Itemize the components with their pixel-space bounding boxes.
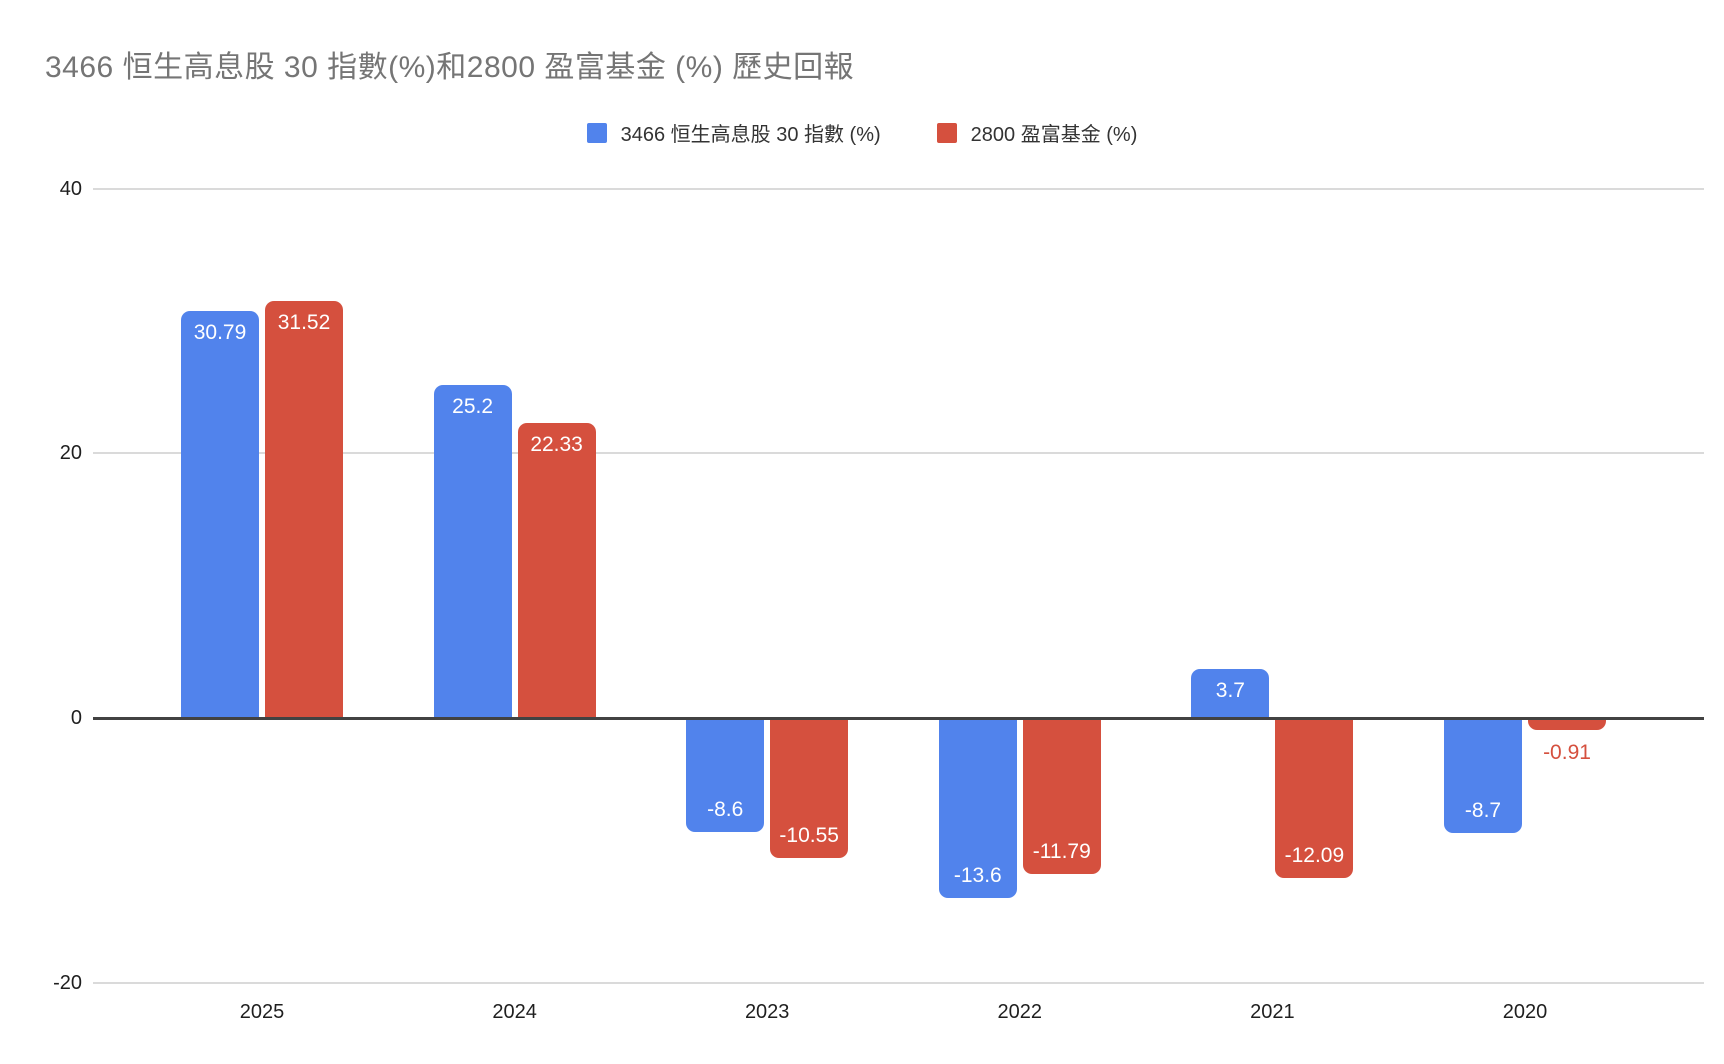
x-axis-label-2021: 2021: [1250, 1001, 1295, 1023]
x-axis-label-2023: 2023: [744, 1001, 790, 1023]
legend-swatch-red: [936, 122, 957, 143]
y-tick-label-0: 0: [70, 707, 82, 729]
gridline-40: [93, 187, 1704, 190]
bar-value-label-2021-series-1: 3.7: [1215, 679, 1245, 703]
legend-label-series-1: 3466 恒生高息股 30 指數 (%): [620, 124, 881, 146]
y-tick-label-20: 20: [59, 442, 82, 465]
bar-value-label-2024-series-2: 22.33: [530, 432, 583, 456]
bar-2022-series-1: [938, 718, 1017, 898]
bar-2020-series-2: [1528, 718, 1606, 731]
x-axis-label-2025: 2025: [239, 1001, 285, 1023]
bar-value-label-2020-series-1: -8.7: [1464, 799, 1502, 823]
legend-label-series-2: 2800 盈富基金 (%): [970, 124, 1138, 146]
gridline--20: [93, 981, 1704, 984]
bar-value-label-2025-series-1: 30.79: [193, 320, 247, 344]
bar-value-label-2021-series-2: -12.09: [1284, 843, 1345, 867]
gridline-20: [93, 452, 1704, 455]
bar-2020-series-1: [1444, 718, 1522, 834]
x-axis-label-2022: 2022: [997, 1001, 1043, 1023]
bar-value-label-2025-series-2: 31.52: [277, 310, 331, 334]
bar-2024-series-1: [433, 384, 512, 718]
bar-value-label-2023-series-2: -10.55: [779, 823, 839, 847]
legend-item-series-2: 2800 盈富基金 (%): [936, 118, 1138, 147]
bar-2025-series-1: [181, 310, 259, 718]
legend: 3466 恒生高息股 30 指數 (%) 2800 盈富基金 (%): [0, 118, 1724, 147]
zero-axis-line: [93, 716, 1704, 720]
bar-value-label-2023-series-1: -8.6: [707, 797, 744, 821]
bar-value-label-2024-series-1: 25.2: [452, 394, 494, 418]
bar-value-label-2022-series-2: -11.79: [1032, 840, 1091, 864]
legend-swatch-blue: [586, 122, 607, 143]
bar-2025-series-2: [265, 300, 343, 718]
y-tick-label--20: -20: [53, 971, 82, 994]
legend-item-series-1: 3466 恒生高息股 30 指數 (%): [586, 118, 881, 147]
y-tick-label-40: 40: [59, 177, 82, 200]
bar-2021-series-1: [1191, 669, 1270, 718]
bar-2021-series-2: [1275, 718, 1354, 878]
bar-2023-series-2: [770, 718, 849, 858]
bar-value-label-2020-series-2: -0.91: [1543, 741, 1591, 765]
chart-title: 3466 恒生高息股 30 指數(%)和2800 盈富基金 (%) 歷史回報: [45, 51, 855, 84]
bar-2024-series-2: [517, 422, 596, 718]
bar-2023-series-1: [686, 718, 765, 832]
bar-value-label-2022-series-1: -13.6: [953, 863, 1002, 887]
bar-2022-series-2: [1022, 718, 1101, 875]
x-axis-label-2020: 2020: [1502, 1001, 1548, 1023]
x-axis-label-2024: 2024: [492, 1001, 537, 1023]
